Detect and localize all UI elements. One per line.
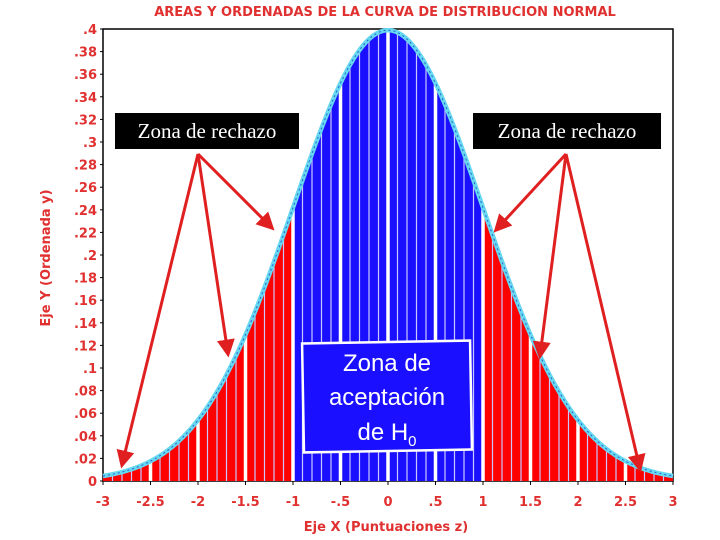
y-tick-label: .4 bbox=[83, 23, 97, 38]
x-tick-label: -1 bbox=[286, 495, 300, 510]
x-tick-label: -.5 bbox=[331, 495, 350, 510]
left-rejection-label: Zona de rechazo bbox=[138, 119, 277, 143]
y-tick-label: .36 bbox=[74, 68, 97, 83]
y-tick-label: .1 bbox=[83, 362, 97, 377]
arrow-left-1 bbox=[116, 153, 200, 469]
density-curve-dots bbox=[102, 29, 674, 477]
x-tick-label: 1.5 bbox=[519, 495, 542, 510]
x-tick-label: -3 bbox=[96, 495, 110, 510]
y-tick-label: .04 bbox=[74, 430, 97, 445]
y-tick-label: .34 bbox=[74, 91, 97, 106]
y-tick-label: .38 bbox=[74, 46, 97, 61]
y-tick-label: .16 bbox=[74, 294, 97, 309]
y-tick-label: .24 bbox=[74, 204, 97, 219]
acceptance-line3: de H0 bbox=[357, 419, 416, 450]
x-tick-label: -1.5 bbox=[231, 495, 259, 510]
y-tick-label: .32 bbox=[74, 113, 97, 128]
y-tick-label: .12 bbox=[74, 339, 97, 354]
y-tick-label: .08 bbox=[74, 385, 97, 400]
y-tick-label: .06 bbox=[74, 407, 97, 422]
x-tick-label: 3 bbox=[668, 495, 677, 510]
right-rejection-label: Zona de rechazo bbox=[498, 119, 637, 143]
y-tick-label: .28 bbox=[74, 159, 97, 174]
x-tick-label: 1 bbox=[478, 495, 487, 510]
arrow-left-2 bbox=[196, 153, 235, 358]
x-axis-label: Eje X (Puntuaciones z) bbox=[304, 520, 468, 535]
y-tick-label: .02 bbox=[74, 452, 97, 467]
x-axis-ticks: -3 -2.5 -2 -1.5 -1 -.5 0 .5 1 1.5 2 2.5 3 bbox=[96, 481, 678, 510]
arrow-left-3 bbox=[196, 152, 275, 231]
y-axis-label: Eje Y (Ordenada y) bbox=[39, 189, 54, 326]
y-tick-label: .3 bbox=[83, 136, 97, 151]
left-rejection-box: Zona de rechazo bbox=[113, 111, 301, 151]
annotation-arrows bbox=[116, 152, 646, 473]
x-tick-label: 2 bbox=[573, 495, 582, 510]
x-tick-label: -2.5 bbox=[136, 495, 164, 510]
acceptance-box: Zona de aceptación de H0 bbox=[300, 339, 474, 454]
y-tick-label: .14 bbox=[74, 317, 97, 332]
y-axis-ticks: 0 .02 .04 .06 .08 .1 .12 .14 .16 .18 .2 .22 .24 .26 .2… bbox=[74, 23, 103, 490]
acceptance-line2: aceptación bbox=[329, 384, 445, 411]
x-tick-label: 2.5 bbox=[614, 495, 637, 510]
arrow-right-1 bbox=[493, 152, 568, 233]
x-tick-label: 0 bbox=[383, 495, 392, 510]
x-tick-label: -2 bbox=[191, 495, 205, 510]
y-tick-label: .2 bbox=[83, 249, 97, 264]
acceptance-line1: Zona de bbox=[343, 350, 431, 377]
y-tick-label: 0 bbox=[88, 475, 97, 490]
right-rejection-box: Zona de rechazo bbox=[471, 111, 663, 151]
y-tick-label: .26 bbox=[74, 181, 97, 196]
chart-title: AREAS Y ORDENADAS DE LA CURVA DE DISTRIB… bbox=[154, 5, 616, 20]
y-tick-label: .22 bbox=[74, 226, 97, 241]
y-tick-label: .18 bbox=[74, 272, 97, 287]
x-tick-label: .5 bbox=[429, 495, 443, 510]
arrow-right-2 bbox=[532, 153, 568, 360]
arrow-right-3 bbox=[564, 153, 646, 473]
